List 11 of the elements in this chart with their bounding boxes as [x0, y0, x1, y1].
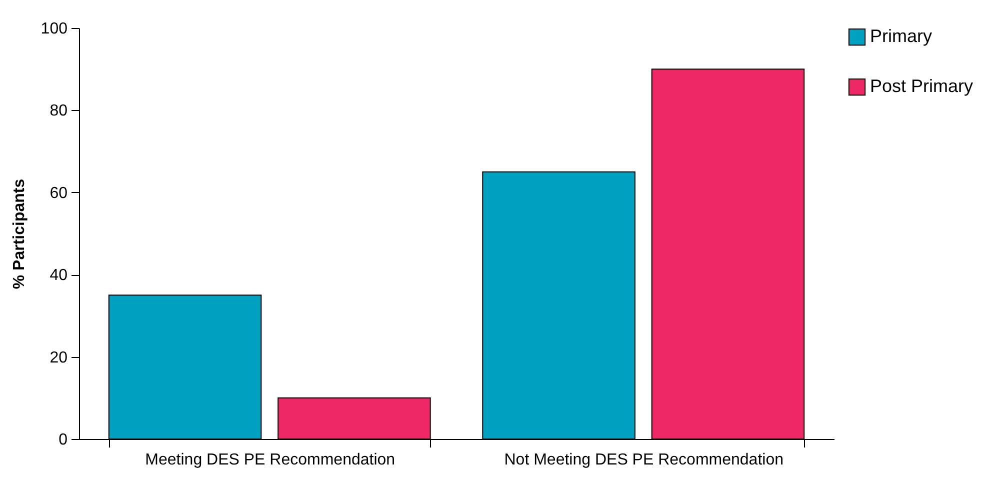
y-axis-title: % Participants [10, 178, 28, 290]
y-tick-label: 20 [50, 349, 68, 366]
y-tick-label: 80 [50, 102, 68, 120]
y-tick-label: 0 [58, 432, 68, 448]
x-tick-label: Meeting DES PE Recommendation [145, 452, 396, 468]
legend-label: Primary [870, 26, 932, 46]
y-tick-label: 100 [40, 20, 68, 38]
legend-label: Post Primary [870, 76, 974, 96]
y-tick-label: 60 [50, 184, 68, 202]
x-tick-label: Not Meeting DES PE Recommendation [504, 452, 784, 468]
y-tick-label: 40 [50, 267, 68, 284]
